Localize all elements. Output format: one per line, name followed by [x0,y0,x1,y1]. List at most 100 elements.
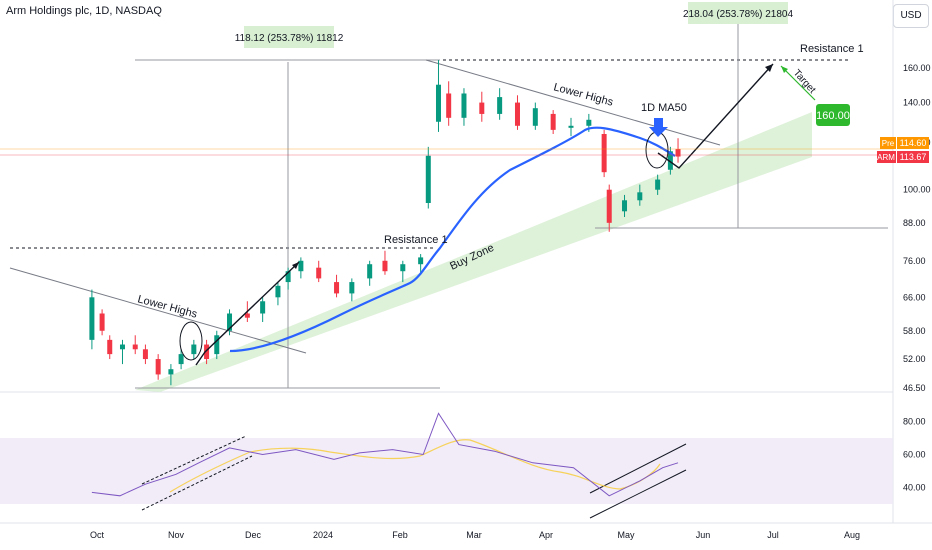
candle-body [107,339,113,355]
candle-body [316,267,322,279]
rsi-axis[interactable]: 40.00 60.00 80.00 [903,417,926,493]
candle [316,260,322,283]
ma50-line [229,126,676,353]
candle-body [400,264,406,272]
rsi-band [0,438,893,504]
price-axis[interactable]: 46.5052.0058.0066.0076.0088.00100.00120.… [903,63,931,393]
pre-badge-box [897,137,929,149]
candle [622,194,628,217]
projection-arrowhead-right [765,64,773,72]
candle [132,335,138,355]
candle [601,129,607,178]
candle [655,174,661,195]
candle-body [155,359,161,375]
candle-body [637,192,643,201]
time-axis[interactable]: Oct Nov Dec 2024 Feb Mar Apr May Jun Jul Aug [90,530,860,540]
candle [550,110,556,135]
candle-body [285,271,291,283]
rsi-trendline-left-lower [141,455,253,511]
candle-body [586,119,592,126]
candle [142,344,148,365]
candle [675,138,681,163]
candle-body [260,301,266,314]
candle-body [298,260,304,272]
candle-body [367,264,373,279]
candle-body [178,354,184,365]
measure-badge-right: 218.04 (253.78%) 21804 [683,9,794,20]
price-tick-label: 100.00 [903,185,931,195]
candle-body [132,344,138,350]
price-tick-label: 76.00 [903,256,926,266]
time-tick-label: Dec [245,530,262,540]
time-tick-label: Mar [466,530,482,540]
price-tick-label: 58.00 [903,326,926,336]
rsi-trendline-left-upper [141,435,247,485]
target-label: Target [791,68,818,96]
candle-body [655,179,661,190]
candle [349,278,355,302]
candle [382,250,388,275]
candle [606,184,612,232]
candle [532,102,538,130]
candle-body [382,260,388,272]
target-arrowhead [781,66,788,73]
lower-highs-label-left: Lower Highs [136,293,199,321]
rsi-ma-line [169,439,661,493]
price-tick-label: 88.00 [903,218,926,228]
candle [178,349,184,370]
candle [275,282,281,306]
candle-body [667,151,673,170]
time-tick-label: Apr [539,530,553,540]
resistance-label-left: Resistance 1 [384,234,448,246]
candle [168,364,174,386]
candle-body [479,102,485,114]
candle-body [622,200,628,212]
candle-body [191,344,197,355]
measure-badge-right-bg [688,2,788,24]
pre-badge-tag [880,137,896,149]
lower-highs-label-right: Lower Highs [552,81,615,109]
rsi-line [91,412,679,497]
candle-body [497,97,503,114]
candle [461,88,467,126]
candle-body [227,313,233,331]
price-tick-label: 140.00 [903,98,931,108]
candle [334,274,340,298]
candle [99,309,105,336]
last-badge-value: 113.67 [900,152,927,162]
time-tick-label: Feb [392,530,408,540]
candle [418,254,424,275]
candle-body [168,369,174,375]
candle [400,260,406,283]
candle [285,267,291,290]
time-tick-label: Jun [696,530,711,540]
candle [191,339,197,360]
candle [514,95,520,130]
candle-body [435,84,441,122]
candle-body [204,344,210,360]
candle-body [461,93,467,118]
candle-body [142,349,148,360]
resistance-label-right: Resistance 1 [800,43,864,55]
currency-button[interactable]: USD [893,4,929,28]
ma-pointer-arrow-shaft [654,118,663,128]
candle-body [275,285,281,298]
candle [435,60,441,132]
time-tick-label: Aug [844,530,860,540]
candle-body [550,113,556,130]
chart-title: Arm Holdings plc, 1D, NASDAQ [6,5,162,17]
measure-badge-left-bg [244,26,334,48]
candle-body [89,297,95,340]
pre-badge-value: 114.60 [900,138,927,148]
candle [637,184,643,206]
ma-pointer-arrow-head [649,127,668,137]
time-tick-label: Oct [90,530,105,540]
candle-body [99,313,105,331]
candle-body [532,108,538,126]
measure-badge-left: 118.12 (253.78%) 11812 [235,33,344,44]
candle [497,88,503,120]
time-tick-label: Jul [767,530,779,540]
time-tick-label: 2024 [313,530,333,540]
lower-highs-line-left [9,267,307,354]
